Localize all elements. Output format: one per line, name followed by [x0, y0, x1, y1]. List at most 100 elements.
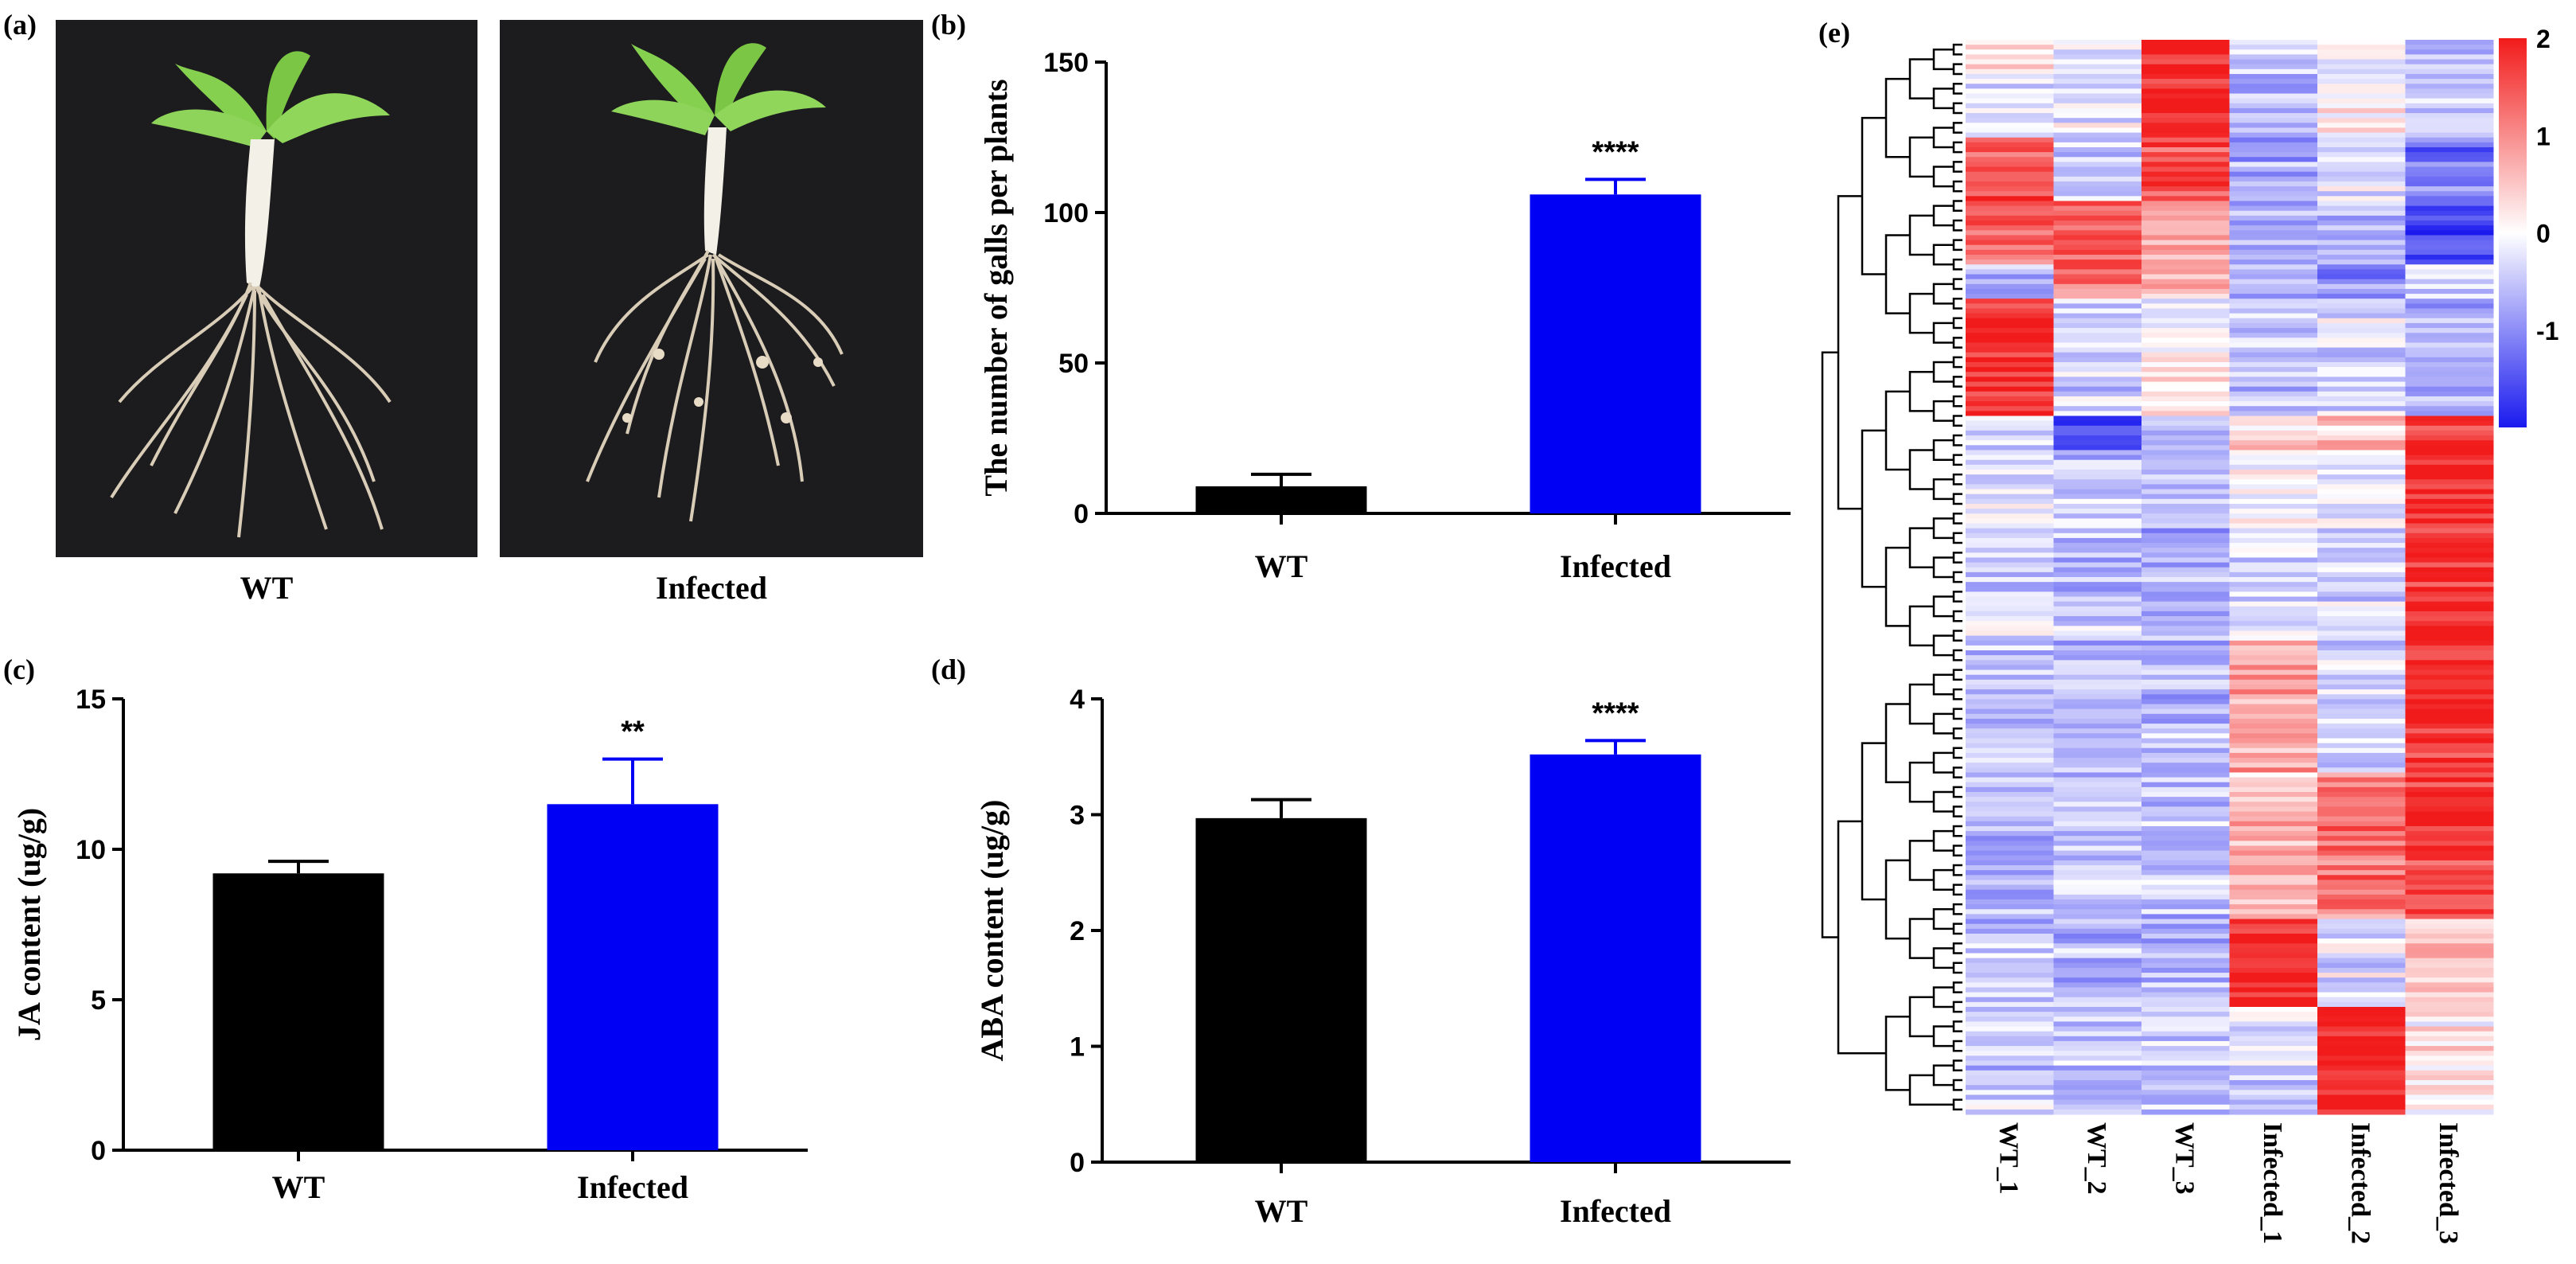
heatmap-cell	[2053, 215, 2142, 221]
heatmap-cell	[2053, 850, 2142, 856]
heatmap-cell	[2317, 591, 2406, 598]
heatmap-cell	[2405, 630, 2494, 637]
heatmap-cell	[2405, 596, 2494, 603]
dendrogram-branch	[1932, 439, 1954, 461]
heatmap-cell	[1966, 454, 2054, 461]
heatmap-cell	[2405, 64, 2494, 70]
heatmap-cell	[2053, 655, 2142, 661]
heatmap-cell	[1966, 645, 2054, 651]
heatmap-cell	[2405, 743, 2494, 749]
heatmap-cell	[2405, 196, 2494, 201]
heatmap-cell	[1966, 1012, 2054, 1017]
heatmap-cell	[2141, 235, 2230, 241]
heatmap-cell	[2317, 928, 2406, 934]
heatmap-cell	[2229, 821, 2318, 827]
heatmap-cell	[2229, 528, 2318, 534]
heatmap-cell	[2229, 107, 2318, 114]
heatmap-cell	[2141, 557, 2230, 564]
heatmap-cell	[1966, 93, 2054, 99]
heatmap-cell	[2229, 967, 2318, 973]
heatmap-cell	[2141, 98, 2230, 104]
heatmap-cell	[2053, 249, 2142, 256]
heatmap-cell	[2053, 152, 2142, 158]
heatmap-cell	[1966, 543, 2054, 548]
heatmap-cell	[2317, 1001, 2406, 1008]
heatmap-cell	[2141, 274, 2230, 280]
heatmap-cell	[2229, 611, 2318, 617]
heatmap-cell	[2229, 103, 2318, 109]
heatmap-cell	[2405, 98, 2494, 104]
dendrogram-branch	[1952, 767, 1962, 778]
heatmap-cell	[2141, 435, 2230, 441]
heatmap-cell	[2405, 626, 2494, 631]
heatmap-cell	[2053, 210, 2142, 217]
heatmap-cell	[2053, 699, 2142, 705]
heatmap-cell	[2053, 352, 2142, 358]
heatmap-cell	[2317, 470, 2406, 475]
heatmap-cell	[2405, 186, 2494, 192]
heatmap-cell	[2405, 1040, 2494, 1047]
heatmap-cell	[2141, 772, 2230, 778]
heatmap-cell	[2229, 1036, 2318, 1042]
heatmap-cell	[2317, 342, 2406, 349]
heatmap-cell	[2141, 928, 2230, 934]
heatmap-cell	[2405, 758, 2494, 763]
heatmap-cell	[2405, 1094, 2494, 1101]
heatmap-cell	[2317, 445, 2406, 451]
dendrogram-branch	[1952, 122, 1962, 134]
heatmap-cell	[2141, 132, 2230, 138]
heatmap-cell	[1966, 103, 2054, 109]
x-tick-label-infected: Infected	[577, 1169, 688, 1205]
heatmap-cell	[2053, 1060, 2142, 1067]
heatmap-cell	[2405, 919, 2494, 925]
dendrogram-branch	[1908, 527, 1934, 568]
dendrogram-branch	[1952, 219, 1962, 232]
heatmap-cell	[2053, 919, 2142, 925]
heatmap-cell	[2405, 474, 2494, 480]
heatmap-cell	[1966, 1075, 2054, 1081]
heatmap-cell	[2053, 181, 2142, 187]
heatmap-cell	[2053, 704, 2142, 710]
heatmap-cell	[2229, 933, 2318, 939]
heatmap-cell	[1966, 914, 2054, 920]
heatmap-cell	[2405, 411, 2494, 416]
heatmap-cell	[2317, 49, 2406, 55]
heatmap-cell	[2053, 474, 2142, 480]
heatmap-cell	[2405, 347, 2494, 353]
heatmap-cell	[2317, 909, 2406, 915]
heatmap-cell	[2405, 591, 2494, 598]
heatmap-cell	[2053, 786, 2142, 793]
heatmap-cell	[2405, 49, 2494, 55]
heatmap-cell	[2317, 816, 2406, 822]
heatmap-cell	[2141, 118, 2230, 123]
heatmap-cell	[2229, 64, 2318, 70]
heatmap-cell	[2405, 689, 2494, 695]
heatmap-cell	[2317, 543, 2406, 548]
heatmap-cell	[2317, 489, 2406, 495]
heatmap-cell	[1966, 655, 2054, 661]
heatmap-cell	[1966, 552, 2054, 558]
heatmap-cell	[1966, 1109, 2054, 1115]
heatmap-cell	[2405, 665, 2494, 671]
heatmap-cell	[2141, 303, 2230, 309]
heatmap-cell	[2141, 850, 2230, 856]
heatmap-cell	[2405, 191, 2494, 197]
dendrogram-branch	[1952, 1098, 1962, 1111]
dendrogram-branch	[1952, 786, 1962, 798]
heatmap-cell	[2229, 396, 2318, 402]
heatmap-cell	[2317, 899, 2406, 905]
heatmap-cell	[2317, 616, 2406, 622]
heatmap-cell	[2229, 591, 2318, 598]
heatmap-cell	[1966, 45, 2054, 50]
heatmap-cell	[1966, 679, 2054, 685]
heatmap-cell	[2141, 401, 2230, 407]
heatmap-cell	[2405, 518, 2494, 524]
heatmap-cell	[2317, 889, 2406, 895]
heatmap-cell	[2317, 1065, 2406, 1071]
heatmap-cell	[2053, 425, 2142, 431]
heatmap-cell	[2053, 557, 2142, 564]
heatmap-cell	[2141, 157, 2230, 162]
heatmap-cell	[1966, 152, 2054, 158]
heatmap-cell	[2053, 747, 2142, 754]
heatmap-cell	[1966, 113, 2054, 119]
